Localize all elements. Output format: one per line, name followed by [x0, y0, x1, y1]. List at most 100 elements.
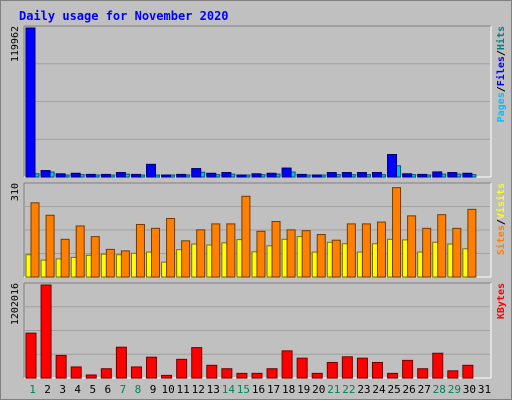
legend-separator: / [496, 86, 507, 92]
bar [422, 227, 432, 278]
x-tick-label: 9 [150, 383, 157, 396]
bar [100, 368, 112, 379]
bar [85, 374, 97, 379]
x-tick-label: 8 [135, 383, 142, 396]
bar [181, 240, 191, 278]
bar [376, 221, 386, 278]
bar [356, 357, 368, 379]
bar [120, 250, 130, 278]
series-files [25, 27, 473, 178]
bar [151, 227, 161, 278]
bar [206, 364, 218, 379]
bar [70, 172, 81, 178]
x-tick-label: 30 [463, 383, 476, 396]
x-tick-label: 11 [177, 383, 190, 396]
bar [226, 223, 236, 278]
legend-hits-files-pages: Pages/Files/Hits [495, 26, 507, 122]
bar [146, 356, 158, 379]
x-tick-label: 19 [297, 383, 310, 396]
bar [75, 225, 85, 278]
series-visits [25, 236, 472, 278]
bar [191, 168, 202, 178]
panel-visits-sites: 310 Sites/Visits [10, 182, 507, 278]
legend-item-hits: Hits [495, 26, 507, 50]
bar [55, 173, 66, 178]
y-max-label: 310 [10, 183, 21, 201]
legend-item-visits: Visits [495, 183, 507, 219]
bar [85, 173, 96, 178]
bar [346, 223, 356, 278]
x-tick-label: 15 [237, 383, 250, 396]
x-tick-label: 7 [120, 383, 127, 396]
bar [241, 195, 251, 278]
bar [281, 167, 292, 178]
bar [447, 370, 459, 379]
x-tick-label: 3 [59, 383, 66, 396]
bar [25, 332, 37, 379]
series-kbytes [25, 284, 474, 379]
x-tick-label: 6 [105, 383, 112, 396]
bar [341, 356, 353, 379]
bar [191, 347, 203, 379]
x-tick-label: 10 [161, 383, 174, 396]
bar [341, 172, 352, 178]
bar [135, 223, 145, 278]
bar [115, 172, 126, 178]
bar [361, 223, 371, 278]
bar [326, 172, 337, 178]
x-tick-label: 13 [207, 383, 220, 396]
bar [90, 236, 100, 278]
x-tick-label: 12 [192, 383, 205, 396]
bar [331, 239, 341, 278]
bar [286, 229, 296, 278]
chart-panels: 119962Pages/Files/Hits310Sites/Visits120… [10, 25, 507, 379]
x-tick-label: 23 [357, 383, 370, 396]
bar [452, 227, 462, 278]
x-tick-label: 20 [312, 383, 325, 396]
x-tick-label: 27 [418, 383, 431, 396]
bar [236, 372, 248, 379]
bar [130, 366, 142, 379]
bar [166, 218, 176, 278]
bar [311, 372, 323, 379]
bar [236, 174, 247, 178]
legend-item-sites: Sites [495, 225, 507, 255]
bar [392, 187, 402, 278]
bar [266, 368, 278, 379]
bar [467, 208, 477, 278]
bar [176, 358, 188, 379]
x-tick-label: 4 [74, 383, 81, 396]
x-tick-label: 21 [327, 383, 340, 396]
bar [30, 202, 40, 278]
bar [40, 170, 51, 178]
bar [417, 368, 429, 379]
legend-visits-sites: Sites/Visits [495, 183, 507, 255]
bar [60, 238, 70, 278]
bar [105, 248, 115, 278]
bar [256, 230, 266, 278]
bar [211, 223, 221, 278]
x-tick-label: 2 [44, 383, 51, 396]
bar [387, 372, 399, 379]
bar [221, 368, 233, 379]
bar [25, 27, 36, 178]
bar [462, 364, 474, 379]
legend-item-pages: Pages [496, 92, 507, 122]
bar [387, 154, 398, 178]
bar [432, 352, 444, 379]
x-tick-label: 31 [478, 383, 491, 396]
bar [161, 174, 172, 178]
bar [356, 172, 367, 178]
bar [407, 215, 417, 278]
x-tick-label: 17 [267, 383, 280, 396]
x-tick-label: 16 [252, 383, 265, 396]
bar [266, 172, 277, 178]
legend-item-kbytes: KBytes [496, 283, 507, 319]
bar [45, 214, 55, 278]
legend-separator: / [496, 50, 507, 56]
bar [296, 173, 307, 178]
bar [40, 284, 52, 379]
bar [371, 361, 383, 379]
